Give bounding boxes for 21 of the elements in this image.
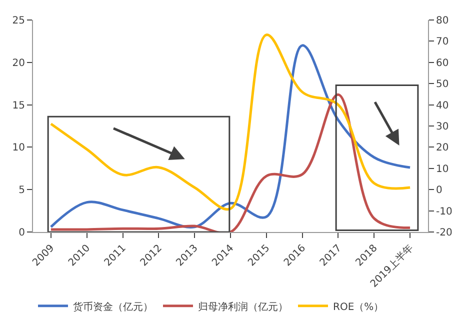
y2-tick-label: 60 (436, 58, 449, 69)
legend-label: ROE（%） (333, 302, 384, 313)
line-series (50, 93, 412, 232)
y2-tick-label: 50 (436, 79, 449, 90)
y2-tick-label: -10 (436, 206, 452, 218)
y-tick-label: 5 (18, 185, 25, 196)
y2-tick-label: 30 (436, 122, 449, 132)
y2-tick-label: 80 (436, 16, 449, 26)
y-tick-label: 20 (12, 58, 25, 69)
y2-tick-label: 20 (436, 142, 449, 154)
legend-label: 货币资金（亿元） (73, 300, 153, 313)
y2-tick-label: 0 (436, 185, 442, 196)
y-tick-label: 25 (12, 16, 25, 26)
y-tick-label: 15 (12, 100, 25, 112)
y2-tick-label: 70 (436, 36, 449, 48)
y2-tick-label: 40 (436, 100, 449, 112)
legend-label: 归母净利润（亿元） (198, 300, 288, 313)
y2-tick-label: -20 (436, 228, 452, 238)
y-tick-label: 10 (12, 142, 25, 154)
y-tick-label: 0 (18, 228, 25, 238)
y2-tick-label: 10 (436, 164, 449, 175)
